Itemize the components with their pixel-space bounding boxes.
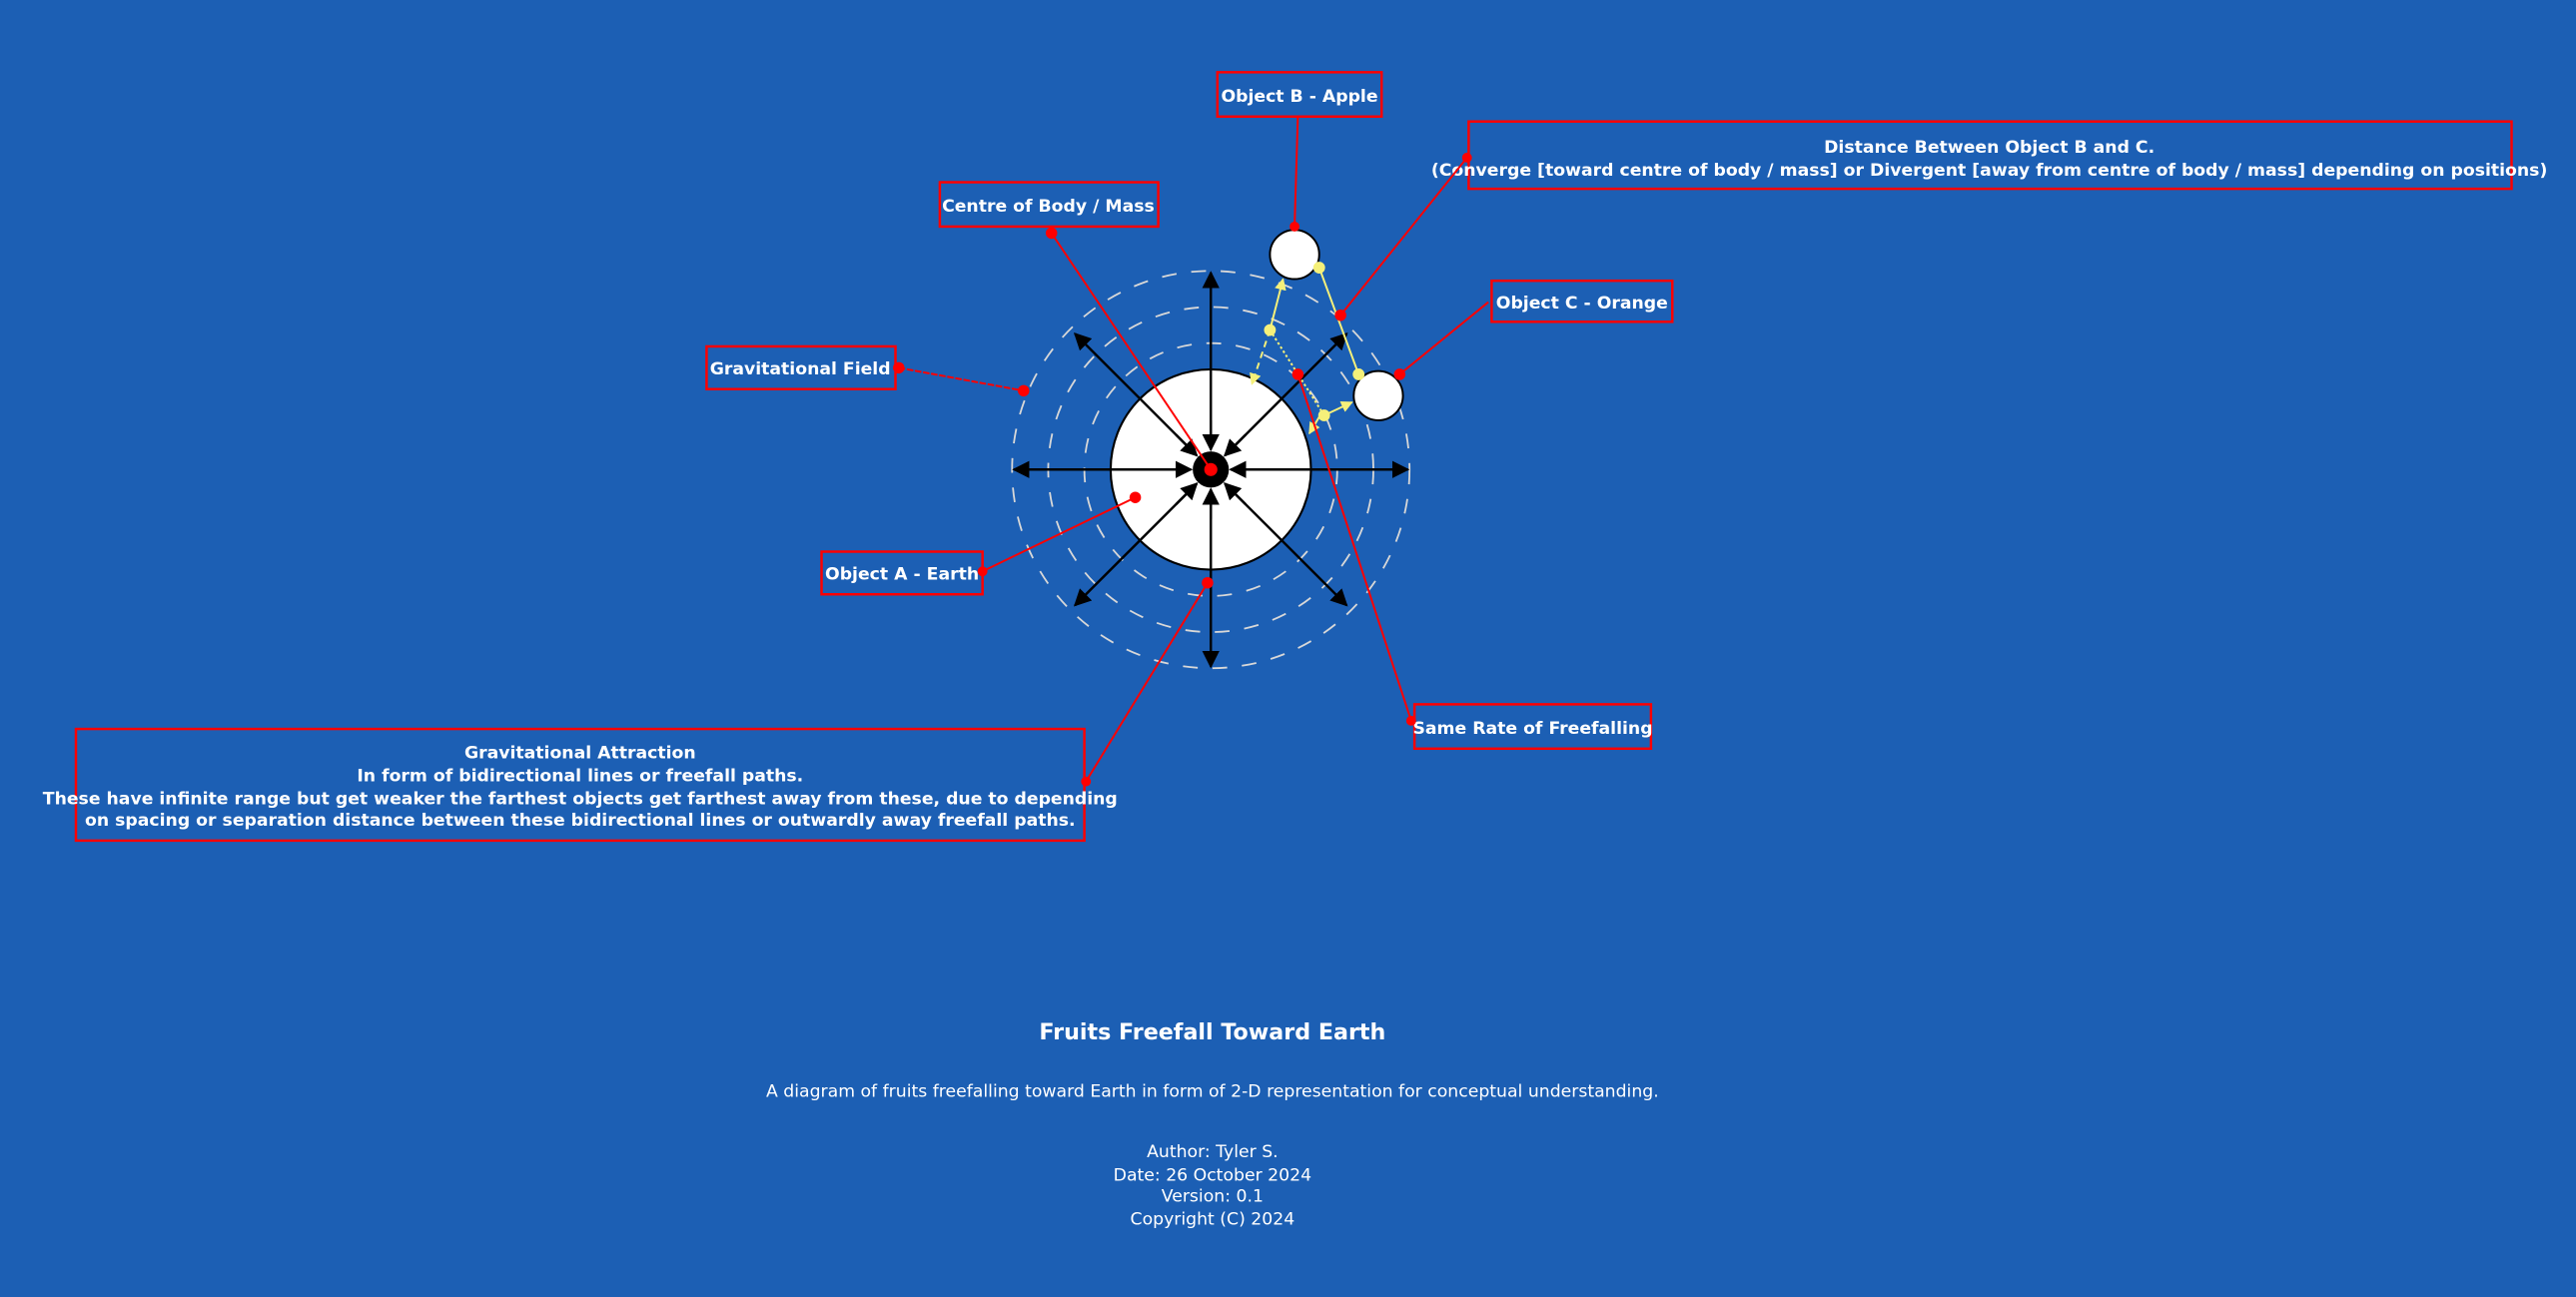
callout-attraction: Gravitational Attraction In form of bidi… (43, 576, 1214, 843)
gravity-arrow-outward (1227, 485, 1348, 607)
footer-author: Author: Tyler S. (1147, 1142, 1279, 1162)
callout-centre: Centre of Body / Mass (938, 181, 1218, 476)
gravity-arrow-inward (1223, 482, 1247, 506)
gravity-arrow-outward (1073, 332, 1195, 453)
callout-object-a: Object A - Earth (820, 491, 1142, 596)
footer-copyright: Copyright (C) 2024 (1131, 1210, 1295, 1230)
footer-version: Version: 0.1 (1162, 1187, 1264, 1207)
svg-text:Object B - Apple: Object B - Apple (1221, 87, 1377, 107)
svg-text:Object C - Orange: Object C - Orange (1496, 294, 1668, 314)
footer-subtitle: A diagram of fruits freefalling toward E… (766, 1081, 1659, 1101)
callout-same-rate: Same Rate of Freefalling (1291, 368, 1653, 751)
footer: Fruits Freefall Toward Earth A diagram o… (766, 1019, 1659, 1230)
svg-text:(Converge [toward centre of bo: (Converge [toward centre of body / mass]… (1431, 161, 2547, 181)
gravity-arrow-inward (1223, 433, 1247, 457)
gravity-arrow-inward (1175, 433, 1199, 457)
callout-object-c: Object C - Orange (1393, 279, 1674, 380)
orange-body (1352, 369, 1404, 421)
gravity-arrows (1012, 271, 1410, 669)
svg-text:Object A - Earth: Object A - Earth (825, 564, 979, 584)
svg-text:Same Rate of Freefalling: Same Rate of Freefalling (1412, 719, 1652, 739)
svg-text:Gravitational Attraction: Gravitational Attraction (464, 744, 696, 764)
svg-text:on spacing or separation dista: on spacing or separation distance betwee… (85, 811, 1076, 831)
svg-text:Centre of Body / Mass: Centre of Body / Mass (942, 197, 1155, 217)
callout-object-b: Object B - Apple (1216, 71, 1383, 232)
apple-body (1269, 229, 1320, 281)
callout-distance: Distance Between Object B and C. (Conver… (1334, 120, 2547, 322)
footer-title: Fruits Freefall Toward Earth (1039, 1019, 1385, 1045)
gravity-arrow-outward (1073, 485, 1195, 607)
footer-date: Date: 26 October 2024 (1114, 1165, 1311, 1185)
svg-text:These have infinite range but: These have infinite range but get weaker… (43, 790, 1118, 810)
svg-text:In form of bidirectional lines: In form of bidirectional lines or freefa… (357, 767, 803, 787)
gravity-arrow-inward (1175, 482, 1199, 506)
svg-text:Distance Between Object B and: Distance Between Object B and C. (1824, 138, 2154, 158)
callout-field: Gravitational Field (705, 344, 1030, 397)
svg-text:Gravitational Field: Gravitational Field (710, 359, 891, 379)
gravity-arrow-outward (1227, 332, 1348, 453)
